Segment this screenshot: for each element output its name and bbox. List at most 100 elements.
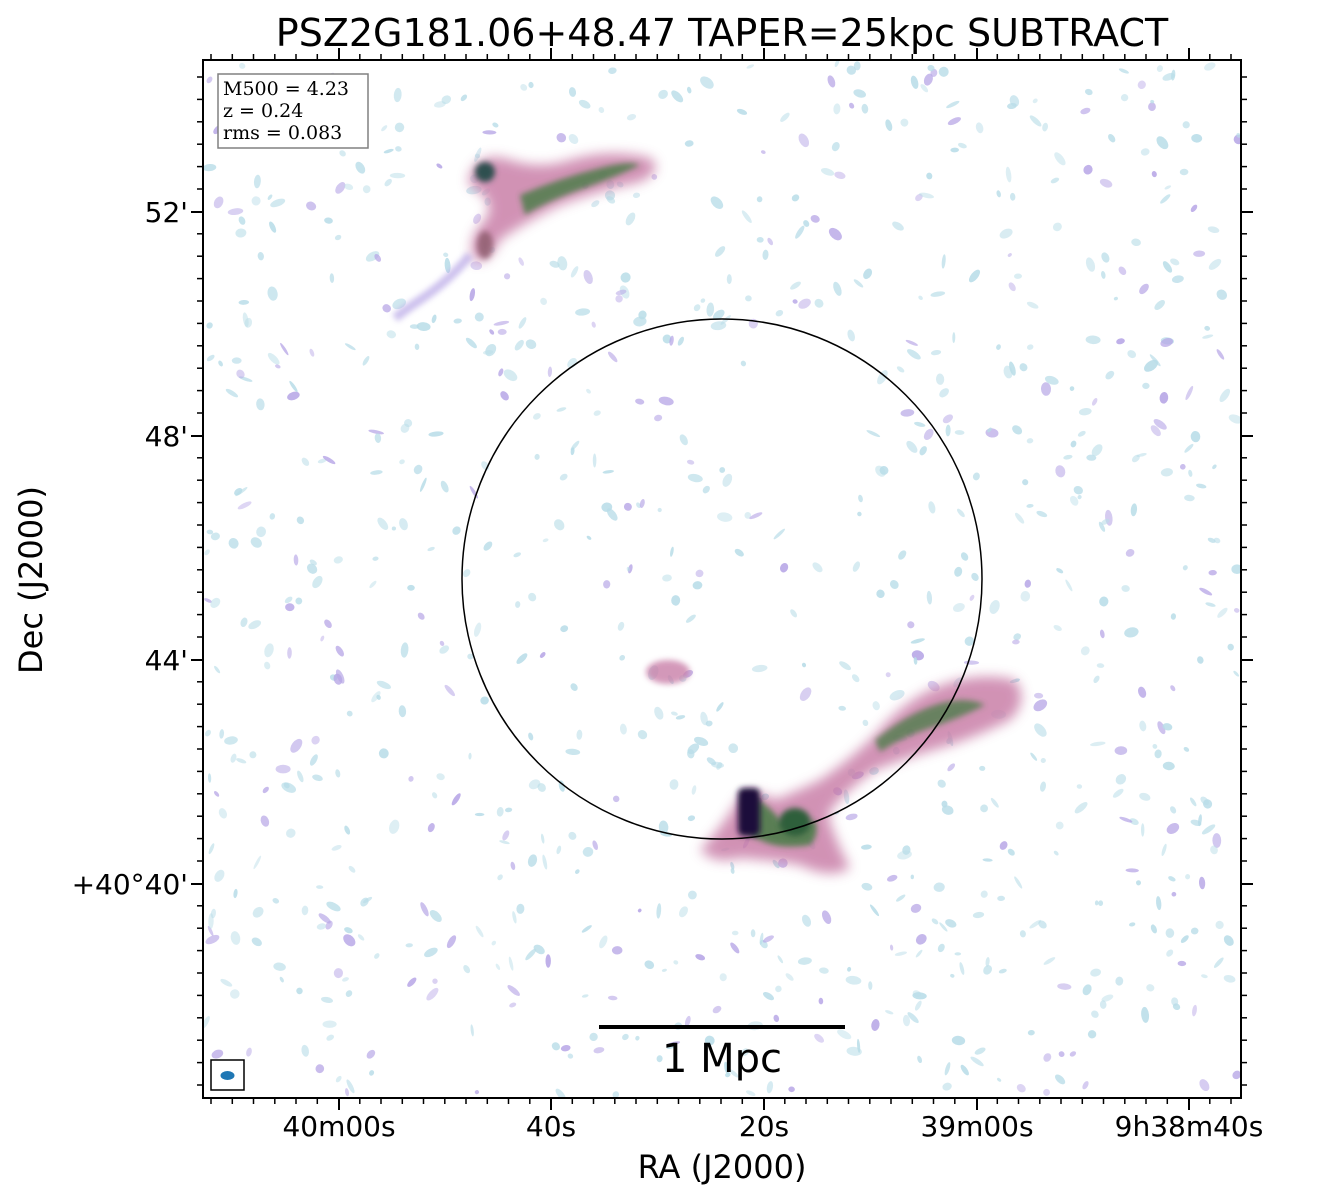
noise-speck [284, 596, 293, 604]
noise-speck [736, 108, 748, 115]
noise-speck [1043, 1053, 1052, 1062]
noise-speck [297, 770, 304, 783]
noise-speck [320, 996, 334, 1003]
noise-speck [946, 100, 960, 109]
noise-speck [427, 823, 435, 833]
noise-speck [876, 589, 885, 599]
noise-speck [612, 1091, 620, 1098]
noise-speck [489, 329, 495, 335]
noise-speck [333, 556, 343, 564]
noise-speck [1082, 984, 1092, 996]
noise-speck [567, 1053, 574, 1059]
noise-speck [957, 142, 967, 149]
noise-speck [868, 981, 873, 990]
noise-speck [545, 954, 551, 968]
noise-speck [853, 279, 864, 288]
noise-speck [206, 322, 213, 329]
plot-frame [202, 59, 1242, 1099]
noise-speck [632, 192, 641, 199]
noise-speck [463, 964, 471, 974]
noise-speck [286, 828, 296, 838]
noise-speck [1014, 512, 1025, 524]
noise-speck [228, 537, 239, 549]
noise-speck [677, 336, 685, 346]
noise-speck [937, 943, 945, 953]
noise-speck [797, 957, 812, 965]
noise-speck [785, 973, 794, 981]
noise-speck [919, 192, 934, 199]
noise-speck [970, 1056, 984, 1067]
noise-speck [1029, 115, 1042, 127]
noise-speck [907, 349, 921, 360]
noise-speck [1080, 646, 1090, 656]
noise-speck [473, 622, 482, 637]
noise-speck [971, 572, 979, 581]
noise-speck [582, 846, 594, 857]
noise-speck [257, 252, 264, 261]
noise-speck [329, 273, 335, 283]
noise-speck [280, 342, 289, 356]
noise-speck [1153, 418, 1167, 430]
noise-speck [251, 196, 261, 206]
noise-speck [730, 861, 735, 870]
noise-speck [847, 966, 852, 972]
noise-speck [542, 538, 549, 543]
noise-speck [293, 554, 299, 566]
noise-speck [424, 947, 438, 958]
noise-speck [930, 349, 942, 356]
noise-speck [910, 903, 922, 913]
noise-speck [1039, 781, 1047, 792]
noise-speck [1189, 797, 1197, 807]
noise-speck [393, 87, 402, 103]
figure-title: PSZ2G181.06+48.47 TAPER=25kpc SUBTRACT [276, 11, 1169, 55]
noise-speck [507, 985, 520, 996]
noise-speck [236, 369, 245, 379]
noise-speck [914, 1000, 922, 1011]
noise-speck [719, 973, 727, 982]
noise-speck [344, 343, 356, 351]
noise-speck [474, 147, 482, 162]
noise-speck [251, 937, 262, 947]
noise-speck [264, 643, 274, 658]
noise-speck [745, 1090, 756, 1097]
noise-speck [1069, 386, 1075, 391]
noise-speck [528, 732, 534, 741]
noise-speck [231, 357, 242, 364]
noise-speck [1160, 468, 1173, 477]
noise-speck [937, 779, 946, 788]
noise-speck [514, 339, 524, 351]
noise-speck [210, 597, 221, 608]
noise-speck [540, 297, 548, 306]
noise-speck [1063, 454, 1073, 460]
noise-speck [885, 672, 891, 678]
noise-speck [635, 1035, 640, 1041]
noise-speck [644, 960, 655, 970]
noise-speck [615, 295, 623, 303]
noise-speck [1099, 1000, 1107, 1009]
noise-speck [606, 508, 618, 521]
noise-speck [444, 257, 451, 274]
noise-speck [1213, 537, 1221, 544]
noise-speck [250, 537, 262, 548]
noise-speck [834, 60, 840, 68]
noise-speck [700, 711, 708, 726]
noise-speck [474, 1090, 479, 1095]
noise-speck [907, 1012, 919, 1024]
noise-speck [343, 934, 356, 947]
noise-speck [312, 774, 323, 782]
noise-speck [446, 935, 457, 949]
noise-speck [923, 73, 933, 86]
noise-speck [866, 430, 881, 438]
noise-speck [972, 911, 985, 919]
noise-speck [820, 168, 835, 176]
noise-speck [275, 764, 291, 774]
noise-speck [969, 594, 975, 601]
noise-speck [791, 194, 800, 202]
noise-speck [602, 470, 615, 474]
noise-speck [952, 332, 956, 344]
noise-speck [861, 882, 873, 891]
noise-speck [398, 705, 407, 718]
noise-speck [938, 66, 949, 77]
noise-speck [218, 360, 223, 367]
noise-speck [801, 914, 812, 927]
